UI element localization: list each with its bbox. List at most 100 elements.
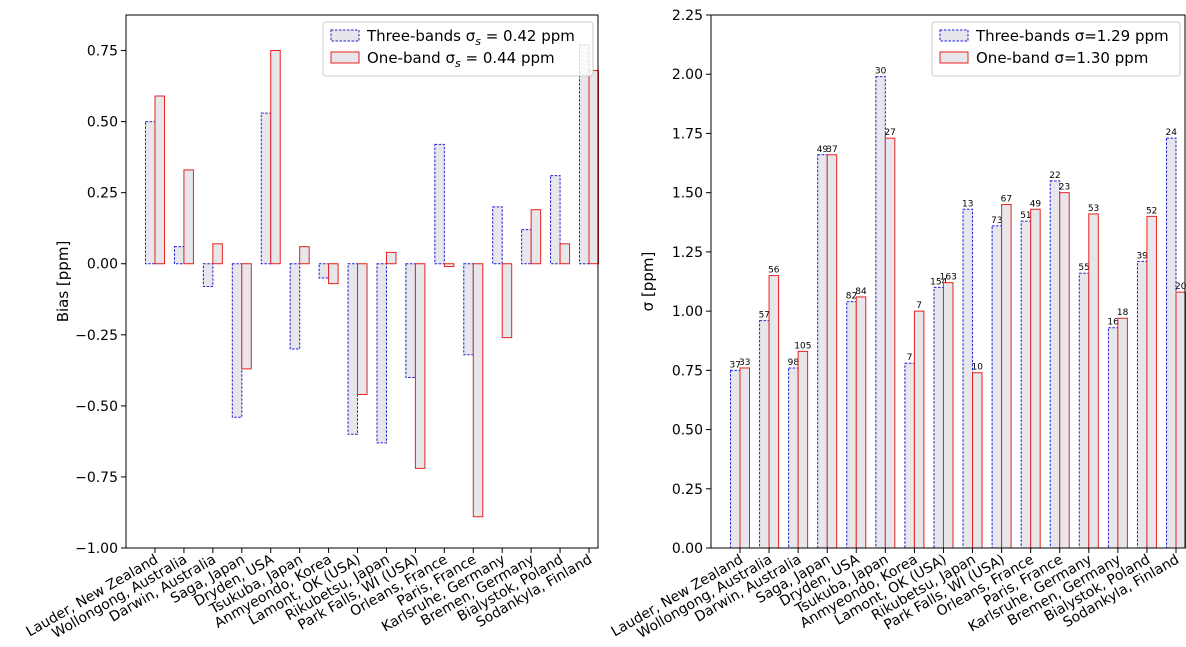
one-band-bar <box>299 246 310 265</box>
three-band-bar <box>875 76 886 549</box>
count-label: 49 <box>1030 199 1042 209</box>
legend-swatch-one-band <box>939 51 969 64</box>
legend-swatch-one-band <box>330 51 360 64</box>
three-band-bar <box>817 154 828 549</box>
count-label: 154 <box>930 277 947 287</box>
legend-label: Three-bands σ=1.29 ppm <box>975 27 1169 45</box>
one-band-bar <box>972 372 983 549</box>
one-band-bar <box>501 263 513 339</box>
one-band-bar <box>1030 208 1041 549</box>
count-label: 56 <box>768 266 780 276</box>
three-band-bar <box>463 263 474 356</box>
one-band-bar <box>385 251 397 265</box>
three-band-bar <box>521 229 532 265</box>
legend-swatch-three-band <box>330 29 360 42</box>
one-band-bar <box>768 275 780 549</box>
y-tick-label: 0.00 <box>87 257 118 273</box>
one-band-bar <box>241 263 252 370</box>
one-band-bar <box>826 154 838 549</box>
one-band-bar <box>1088 213 1099 549</box>
three-band-bar <box>202 263 214 287</box>
count-label: 37 <box>730 360 741 370</box>
one-band-bar <box>270 50 281 265</box>
three-band-bar <box>846 301 857 549</box>
y-ticks: 0.00 0.25 0.50 0.75 1.00 1.25 1.50 1.75 2.00 2.25 <box>672 8 711 557</box>
axes-frame <box>125 14 599 549</box>
one-band-bar <box>739 367 750 549</box>
count-label: 13 <box>962 199 973 209</box>
y-axis-label: σ [ppm] <box>639 252 657 312</box>
one-band-bar <box>1146 215 1157 549</box>
three-band-bar <box>550 175 561 265</box>
y-axis-label: Bias [ppm] <box>54 241 72 323</box>
count-label: 52 <box>1146 206 1157 216</box>
count-label: 105 <box>794 341 811 351</box>
three-band-bar <box>788 367 799 549</box>
one-band-bar <box>1001 204 1012 549</box>
three-band-bar <box>145 121 156 265</box>
three-band-bar <box>1078 272 1090 549</box>
three-band-bar <box>904 362 915 549</box>
one-band-bar <box>472 263 484 518</box>
one-band-bar <box>855 296 867 549</box>
one-band-bar <box>357 263 368 395</box>
y-tick-label: −0.25 <box>75 328 118 344</box>
one-band-bar <box>414 263 426 469</box>
three-band-bar <box>260 112 272 265</box>
one-band-bar <box>559 243 571 265</box>
bias-panel: −1.00 −0.75 −0.50 −0.25 0.00 0.25 0.50 0.75 Laud… <box>24 14 599 642</box>
three-band-bar <box>1136 260 1148 549</box>
one-band-bar <box>942 282 954 549</box>
one-band-bar <box>913 310 925 549</box>
y-tick-label: 0.75 <box>87 44 118 60</box>
three-band-bar <box>991 225 1003 549</box>
y-tick-label: 1.50 <box>672 186 703 202</box>
count-label: 49 <box>817 145 829 155</box>
three-band-bar <box>289 263 301 350</box>
legend-box <box>322 21 594 77</box>
count-label: 27 <box>884 128 895 138</box>
one-band-bar <box>212 243 223 265</box>
y-tick-label: 2.25 <box>672 8 703 24</box>
count-label: 7 <box>916 301 922 311</box>
three-band-bar <box>231 263 243 418</box>
count-label: 57 <box>759 311 770 321</box>
one-band-bar <box>1117 317 1128 549</box>
three-band-bar <box>405 263 416 378</box>
three-band-bar <box>579 44 590 265</box>
count-label: 18 <box>1117 308 1129 318</box>
one-band-bar <box>1175 291 1186 549</box>
y-tick-label: 0.00 <box>672 541 703 557</box>
count-label: 33 <box>739 358 750 368</box>
legend-label: One-band σs = 0.44 ppm <box>367 49 555 70</box>
three-band-bar <box>173 246 185 265</box>
count-label: 84 <box>855 287 867 297</box>
three-band-bar <box>376 263 387 444</box>
count-label: 82 <box>846 292 857 302</box>
count-label: 24 <box>1166 128 1178 138</box>
count-label: 98 <box>788 358 800 368</box>
count-label: 16 <box>1107 318 1119 328</box>
one-band-bar <box>328 263 339 285</box>
y-tick-label: −1.00 <box>75 541 118 557</box>
one-band-bar <box>183 169 194 265</box>
count-label: 37 <box>826 145 837 155</box>
three-band-bar <box>1166 137 1177 549</box>
three-band-bar <box>933 286 944 549</box>
count-label: 163 <box>940 273 957 283</box>
three-band-bar <box>962 208 974 549</box>
three-band-bar <box>1107 327 1119 549</box>
legend: Three-bands σ=1.29 ppm One-band σ=1.30 pp… <box>931 21 1181 77</box>
count-label: 23 <box>1059 183 1070 193</box>
y-tick-label: 0.25 <box>672 482 703 498</box>
count-label: 67 <box>1001 195 1012 205</box>
one-band-bar <box>530 209 542 265</box>
one-band-bar <box>1059 192 1070 549</box>
legend-box <box>931 21 1181 77</box>
y-ticks: −1.00 −0.75 −0.50 −0.25 0.00 0.25 0.50 0.75 <box>75 44 126 557</box>
legend-label: Three-bands σs = 0.42 ppm <box>366 27 575 48</box>
